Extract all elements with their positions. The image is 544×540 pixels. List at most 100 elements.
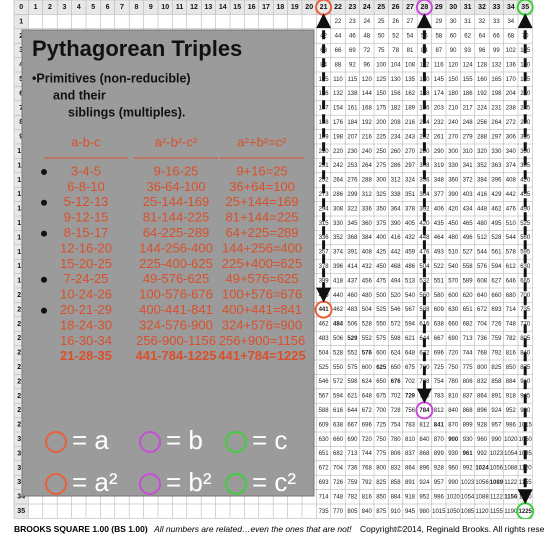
- table-cell: 203: [434, 106, 445, 112]
- table-cell: 200: [376, 120, 387, 126]
- table-cell: 720: [362, 437, 373, 443]
- table-cell: 638: [434, 322, 445, 328]
- table-cell: 81: [407, 48, 414, 54]
- table-cell: 638: [333, 422, 344, 428]
- table-cell: 816: [506, 350, 517, 356]
- table-cell: 54: [407, 34, 414, 40]
- table-cell: 104: [391, 62, 402, 68]
- table-cell: 130: [391, 77, 402, 83]
- table-cell: 216: [362, 134, 373, 140]
- table-cell: 792: [491, 350, 502, 356]
- table-cell: 918: [405, 494, 416, 500]
- table-cell: 330: [491, 149, 502, 155]
- table-cell: 600: [362, 365, 373, 371]
- table-cell: 837: [463, 394, 474, 400]
- triple-cell: 20-21-29: [60, 302, 112, 317]
- table-cell: 435: [434, 221, 445, 227]
- table-cell: 150: [448, 77, 459, 83]
- table-cell: 1088: [475, 494, 489, 500]
- table-cell: 476: [506, 206, 517, 212]
- table-cell: 840: [362, 509, 373, 515]
- table-cell: 128: [477, 62, 488, 68]
- row-header: 10: [17, 148, 25, 155]
- column-title: a²+b²=c²: [237, 134, 287, 149]
- table-cell: 496: [463, 235, 474, 241]
- table-cell: 207: [347, 134, 358, 140]
- row-header: 24: [17, 350, 25, 357]
- column-header: 13: [205, 4, 213, 11]
- table-cell: 957: [491, 422, 502, 428]
- table-cell: 324: [405, 178, 416, 184]
- table-cell: 330: [448, 163, 459, 169]
- legend-circle: [225, 431, 247, 453]
- table-cell: 960: [448, 466, 459, 472]
- table-cell: 92: [349, 62, 356, 68]
- table-cell: 240: [362, 149, 373, 155]
- table-cell: 899: [434, 451, 445, 457]
- table-cell: 136: [506, 62, 517, 68]
- row-header: 20: [17, 292, 25, 299]
- table-cell: 124: [463, 62, 474, 68]
- table-cell: 192: [477, 91, 488, 97]
- table-cell: 546: [391, 307, 402, 313]
- table-cell: 240: [448, 120, 459, 126]
- column-header: 30: [449, 4, 457, 11]
- triple-cell: 400+441=841: [222, 302, 302, 317]
- table-cell: 1023: [461, 480, 475, 486]
- table-cell: 810: [405, 437, 416, 443]
- table-cell: 319: [434, 163, 445, 169]
- table-cell: 550: [333, 365, 344, 371]
- table-cell: 1050: [447, 509, 461, 515]
- table-cell: 495: [491, 221, 502, 227]
- table-cell: 714: [319, 494, 330, 500]
- triple-cell: 441+784=1225: [218, 348, 305, 363]
- table-cell: 230: [347, 149, 358, 155]
- table-cell: 464: [434, 235, 445, 241]
- table-cell: 840: [448, 408, 459, 414]
- table-cell: 832: [391, 466, 402, 472]
- column-header: 33: [493, 4, 501, 11]
- table-cell: 725: [376, 422, 387, 428]
- arrows: [314, 0, 535, 521]
- table-cell: 510: [448, 250, 459, 256]
- table-cell: 945: [405, 509, 416, 515]
- legend-label: = a: [72, 425, 109, 455]
- primitive-bullet: [41, 230, 47, 237]
- table-cell: 120: [362, 77, 373, 83]
- table-cell: 23: [349, 19, 356, 25]
- row-header: 26: [17, 378, 25, 385]
- table-cell: 792: [362, 480, 373, 486]
- table-cell: 525: [520, 221, 531, 227]
- triple-cell: 15-20-25: [60, 256, 112, 271]
- table-cell: 406: [434, 206, 445, 212]
- table-cell: 780: [391, 437, 402, 443]
- table-cell: 806: [391, 451, 402, 457]
- table-cell: 1088: [504, 466, 518, 472]
- table-cell: 754: [434, 379, 445, 385]
- table-cell: 396: [333, 264, 344, 270]
- table-cell: 145: [434, 77, 445, 83]
- table-cell: 170: [506, 77, 517, 83]
- row-header: 8: [19, 119, 23, 126]
- table-cell: 168: [362, 106, 373, 112]
- column-header: 22: [334, 4, 342, 11]
- table-cell: 1020: [447, 494, 461, 500]
- column-header: 3: [62, 4, 66, 11]
- table-cell: 132: [333, 91, 344, 97]
- caption-tagline: All numbers are related…even the ones th…: [153, 524, 352, 534]
- table-cell: 690: [347, 437, 358, 443]
- table-cell: 891: [491, 394, 502, 400]
- table-cell: 930: [448, 451, 459, 457]
- table-cell: 360: [448, 178, 459, 184]
- table-cell: 384: [477, 178, 488, 184]
- table-cell: 448: [477, 206, 488, 212]
- column-header: 21: [320, 4, 328, 11]
- column-header: 12: [190, 4, 198, 11]
- table-cell: 408: [362, 250, 373, 256]
- table-cell: 224: [477, 106, 488, 112]
- table-cell: 812: [419, 422, 430, 428]
- table-cell: 770: [333, 509, 344, 515]
- table-cell: 552: [362, 336, 373, 342]
- table-cell: 96: [479, 48, 486, 54]
- table-cell: 528: [362, 322, 373, 328]
